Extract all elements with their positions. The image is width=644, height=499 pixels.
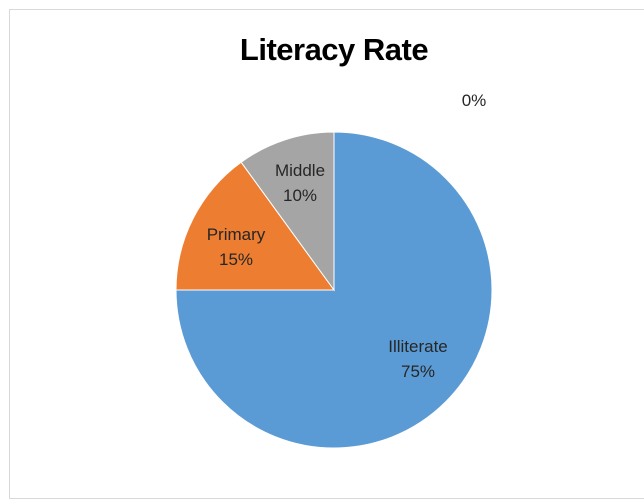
pie-slice-middle [240, 131, 335, 292]
pie-slice-primary [175, 161, 335, 291]
data-label-middle: Middle 10% [275, 161, 325, 205]
data-label-empty: 0% [462, 91, 487, 110]
data-label-illiterate: Illiterate 75% [388, 337, 448, 381]
chart-title: Literacy Rate [239, 32, 429, 67]
data-label-primary: Primary 15% [207, 225, 266, 269]
